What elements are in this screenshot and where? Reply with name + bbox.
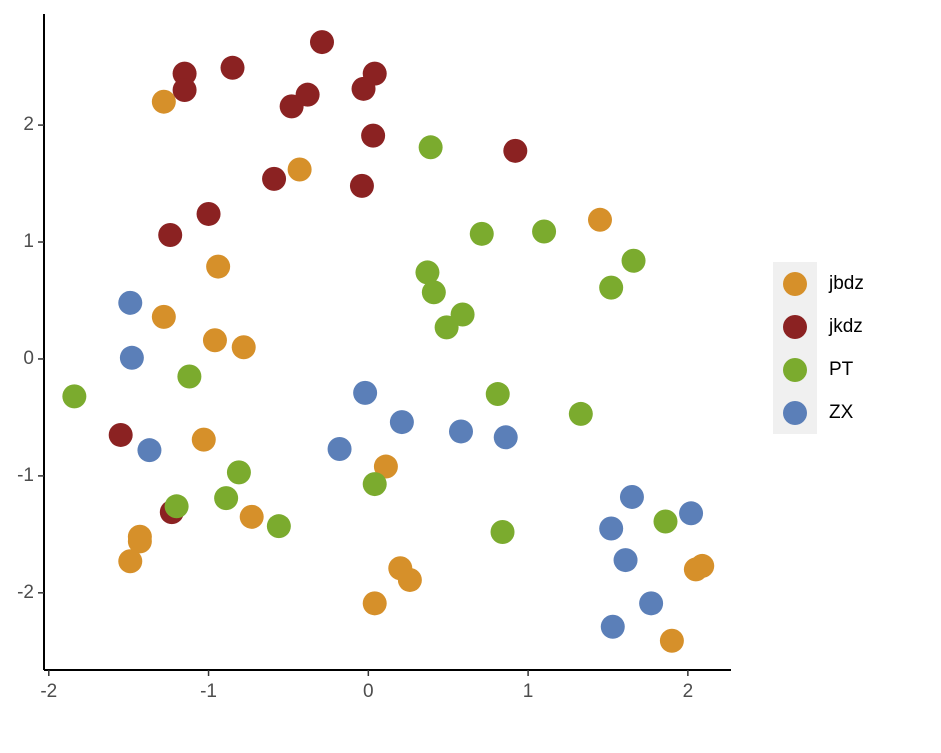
y-tick-label: 1 [23,231,34,252]
point [206,254,231,279]
point [389,410,414,435]
point [690,553,715,578]
point [266,514,291,539]
point [119,345,144,370]
point [191,427,216,452]
x-tick-label: -2 [40,681,57,702]
x-tick-label: 1 [523,681,534,702]
y-tick-label: -1 [17,465,34,486]
point [469,221,494,246]
point [599,275,624,300]
point [177,364,202,389]
legend-label: PT [829,359,854,380]
point [158,223,183,248]
point [613,548,638,573]
point [639,591,664,616]
point [490,520,515,545]
legend-label: jbdz [828,273,864,294]
point [421,280,446,305]
point [220,55,245,80]
point [493,425,518,450]
point [485,382,510,407]
point [118,290,143,315]
point [151,89,176,114]
point [151,304,176,329]
legend-label: jkdz [828,316,863,337]
y-tick-label: 0 [23,348,34,369]
point [196,201,221,226]
point [418,135,443,160]
point [108,422,133,447]
point [239,504,264,529]
point [679,501,704,526]
point [137,438,162,463]
point [659,628,684,653]
legend-swatch [783,315,807,339]
point [127,529,152,554]
x-tick-label: 2 [683,681,694,702]
x-tick-label: 0 [363,681,374,702]
point [450,302,475,327]
point [568,401,593,426]
legend-swatch [783,272,807,296]
point [353,380,378,405]
point [164,494,189,519]
point [214,486,239,511]
point [349,173,374,198]
point [172,78,197,103]
point [619,484,644,509]
point [226,460,251,485]
point [262,166,287,191]
legend-swatch [783,358,807,382]
point [587,207,612,232]
point [62,384,87,409]
point [362,472,387,497]
point [309,30,334,55]
legend-label: ZX [829,402,854,423]
point [397,567,422,592]
y-tick-label: -2 [17,582,34,603]
point [361,123,386,148]
point [621,248,646,273]
point [448,419,473,444]
y-tick-label: 2 [23,114,34,135]
point [373,454,398,479]
point [503,138,528,163]
point [434,315,459,340]
point [415,260,440,285]
point [327,436,352,461]
point [231,335,256,360]
point [351,76,376,101]
x-tick-label: -1 [200,681,217,702]
point [532,219,557,244]
point [118,549,143,574]
point [600,614,625,639]
legend-swatch [783,401,807,425]
point [279,94,304,119]
point [362,591,387,616]
point [287,157,312,182]
point [202,328,227,353]
point [653,509,678,534]
point [599,516,624,541]
